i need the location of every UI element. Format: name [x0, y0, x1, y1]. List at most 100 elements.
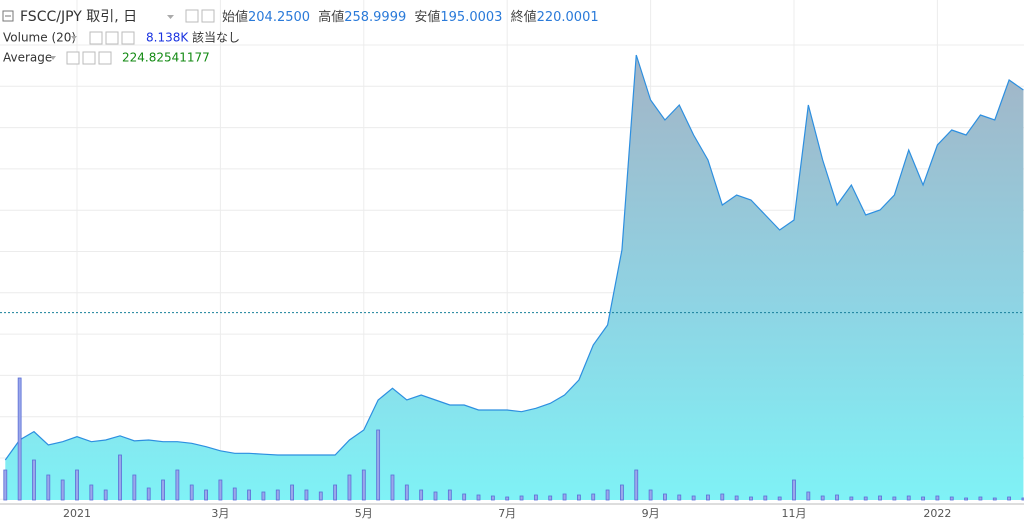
price-area [5, 55, 1024, 500]
volume-bar [247, 489, 251, 501]
volume-bar [577, 494, 581, 501]
volume-bar [777, 496, 782, 501]
volume-bar [806, 491, 811, 501]
x-tick-label: 7月 [498, 507, 516, 520]
volume-bar [906, 495, 911, 501]
volume-bar [3, 469, 8, 501]
volume-bar [835, 494, 839, 501]
volume-bar [261, 491, 266, 501]
volume-bar [691, 495, 696, 501]
volume-bar [175, 469, 180, 501]
volume-bar [533, 494, 538, 501]
volume-bar [462, 493, 467, 501]
volume-bar [304, 489, 309, 501]
volume-bar [404, 484, 409, 501]
volume-bar [992, 497, 997, 501]
volume-status: 該当なし [192, 30, 240, 45]
ohlc-value: 204.2500 [248, 10, 310, 25]
volume-bar [60, 479, 65, 501]
volume-bar [935, 495, 940, 501]
volume-bar [562, 493, 567, 501]
volume-bar [519, 495, 524, 501]
volume-bar [333, 484, 338, 501]
volume-name: Volume (20) [3, 31, 76, 45]
volume-bar [663, 493, 667, 501]
x-tick-label: 11月 [782, 507, 807, 520]
volume-value: 8.138K [146, 31, 189, 45]
volume-bar [792, 479, 796, 501]
volume-bar [1021, 497, 1024, 501]
volume-bar [849, 496, 854, 501]
volume-bar [390, 474, 395, 501]
plot-area [0, 0, 1024, 501]
ohlc-readout: 始値204.2500 高値258.9999 安値195.0003 終値220.0… [222, 9, 599, 25]
volume-bar [734, 495, 739, 501]
volume-bar [720, 493, 725, 501]
volume-bar [290, 484, 295, 501]
x-tick-label: 3月 [211, 507, 229, 520]
volume-bar [591, 493, 596, 501]
volume-bar [706, 494, 710, 501]
volume-bar [634, 469, 639, 501]
volume-icons[interactable] [89, 31, 135, 45]
volume-bar [949, 496, 954, 501]
volume-bar [677, 494, 682, 501]
volume-bar [648, 489, 653, 501]
settings-icons[interactable] [185, 9, 215, 23]
volume-bar [218, 479, 223, 501]
volume-bar [189, 484, 194, 501]
dropdown-arrow[interactable] [167, 15, 174, 19]
x-axis-band [0, 504, 1024, 523]
ohlc-value: 258.9999 [344, 10, 406, 25]
volume-bar [505, 496, 510, 501]
volume-bar [490, 495, 495, 501]
volume-bar [103, 489, 108, 501]
volume-bar [548, 495, 553, 501]
volume-bar [318, 491, 323, 501]
volume-bar [447, 489, 452, 501]
ohlc-label: 高値 [318, 9, 344, 25]
volume-bar [161, 479, 165, 501]
volume-bar [1007, 496, 1011, 501]
volume-bar [361, 469, 366, 501]
volume-bar [605, 489, 610, 501]
dropdown-arrow[interactable] [71, 36, 77, 40]
volume-bar [763, 495, 768, 501]
average-icons[interactable] [66, 51, 112, 65]
ohlc-label: 始値 [222, 9, 248, 25]
volume-bar [419, 489, 424, 501]
volume-bar [863, 496, 868, 501]
x-tick-label: 9月 [642, 507, 660, 520]
volume-bar [892, 496, 897, 501]
volume-bar [89, 484, 94, 501]
ohlc-label: 安値 [414, 9, 440, 25]
ohlc-label: 終値 [511, 9, 537, 25]
volume-bar [476, 494, 481, 501]
volume-bar [75, 469, 79, 501]
chart-title: FSCC/JPY 取引, 日 [20, 9, 137, 25]
volume-bar [749, 496, 753, 501]
volume-bar [433, 491, 438, 501]
x-tick-label: 2021 [63, 507, 91, 520]
ohlc-value: 220.0001 [537, 10, 599, 25]
price-line [4, 54, 1024, 461]
volume-bar [232, 487, 237, 501]
x-tick-label: 5月 [355, 507, 373, 520]
volume-bar [32, 459, 36, 501]
volume-bar [620, 484, 624, 501]
volume-bar [978, 496, 983, 501]
volume-bar [17, 377, 22, 501]
volume-bar [46, 474, 51, 501]
volume-bar [376, 429, 381, 501]
volume-bar [878, 495, 882, 501]
volume-bar [118, 454, 122, 501]
average-value: 224.82541177 [122, 51, 210, 65]
volume-bar [204, 489, 208, 501]
dropdown-arrow[interactable] [50, 56, 56, 60]
volume-bar [964, 497, 968, 501]
volume-bar [146, 487, 151, 501]
volume-bar [921, 496, 925, 501]
volume-bar [820, 495, 825, 501]
x-tick-label: 2022 [923, 507, 951, 520]
